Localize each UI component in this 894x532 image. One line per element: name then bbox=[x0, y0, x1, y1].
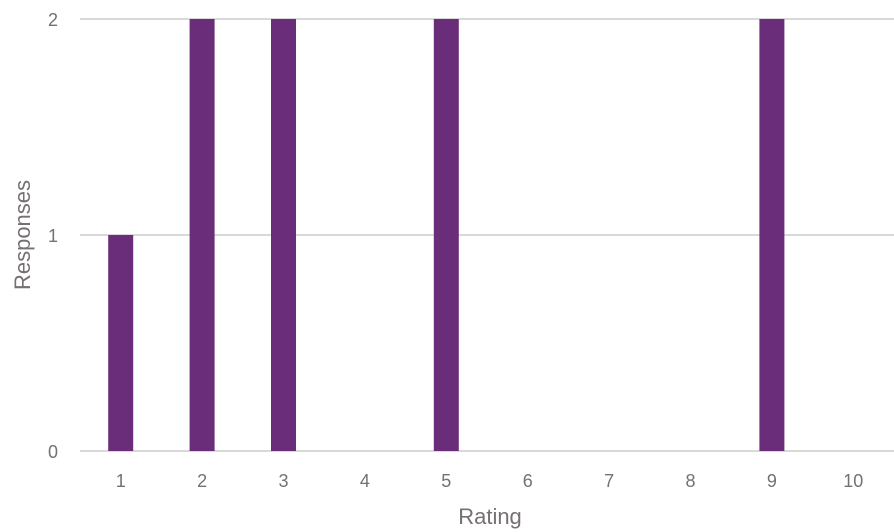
bars bbox=[108, 19, 785, 451]
x-tick-label: 10 bbox=[843, 471, 863, 491]
bar-rating-5 bbox=[433, 19, 459, 451]
bar-rating-2 bbox=[189, 19, 215, 451]
bar-rating-3 bbox=[271, 19, 296, 451]
bar-rating-9 bbox=[759, 19, 785, 451]
x-axis-title: Rating bbox=[458, 504, 522, 529]
x-tick-label: 6 bbox=[523, 471, 533, 491]
x-tick-label: 8 bbox=[685, 471, 695, 491]
y-tick-label: 2 bbox=[48, 10, 58, 30]
x-tick-label: 5 bbox=[441, 471, 451, 491]
y-tick-label: 0 bbox=[48, 442, 58, 462]
y-axis-title: Responses bbox=[10, 180, 35, 290]
x-tick-label: 9 bbox=[767, 471, 777, 491]
y-axis-tick-labels: 0 1 2 bbox=[48, 10, 58, 462]
x-tick-label: 7 bbox=[604, 471, 614, 491]
x-axis-tick-labels: 1 2 3 4 5 6 7 8 9 10 bbox=[116, 471, 864, 491]
x-tick-label: 3 bbox=[278, 471, 288, 491]
x-tick-label: 1 bbox=[116, 471, 126, 491]
y-tick-label: 1 bbox=[48, 226, 58, 246]
bar-rating-1 bbox=[108, 235, 134, 451]
x-tick-label: 2 bbox=[197, 471, 207, 491]
x-tick-label: 4 bbox=[360, 471, 370, 491]
gridlines bbox=[80, 18, 894, 452]
